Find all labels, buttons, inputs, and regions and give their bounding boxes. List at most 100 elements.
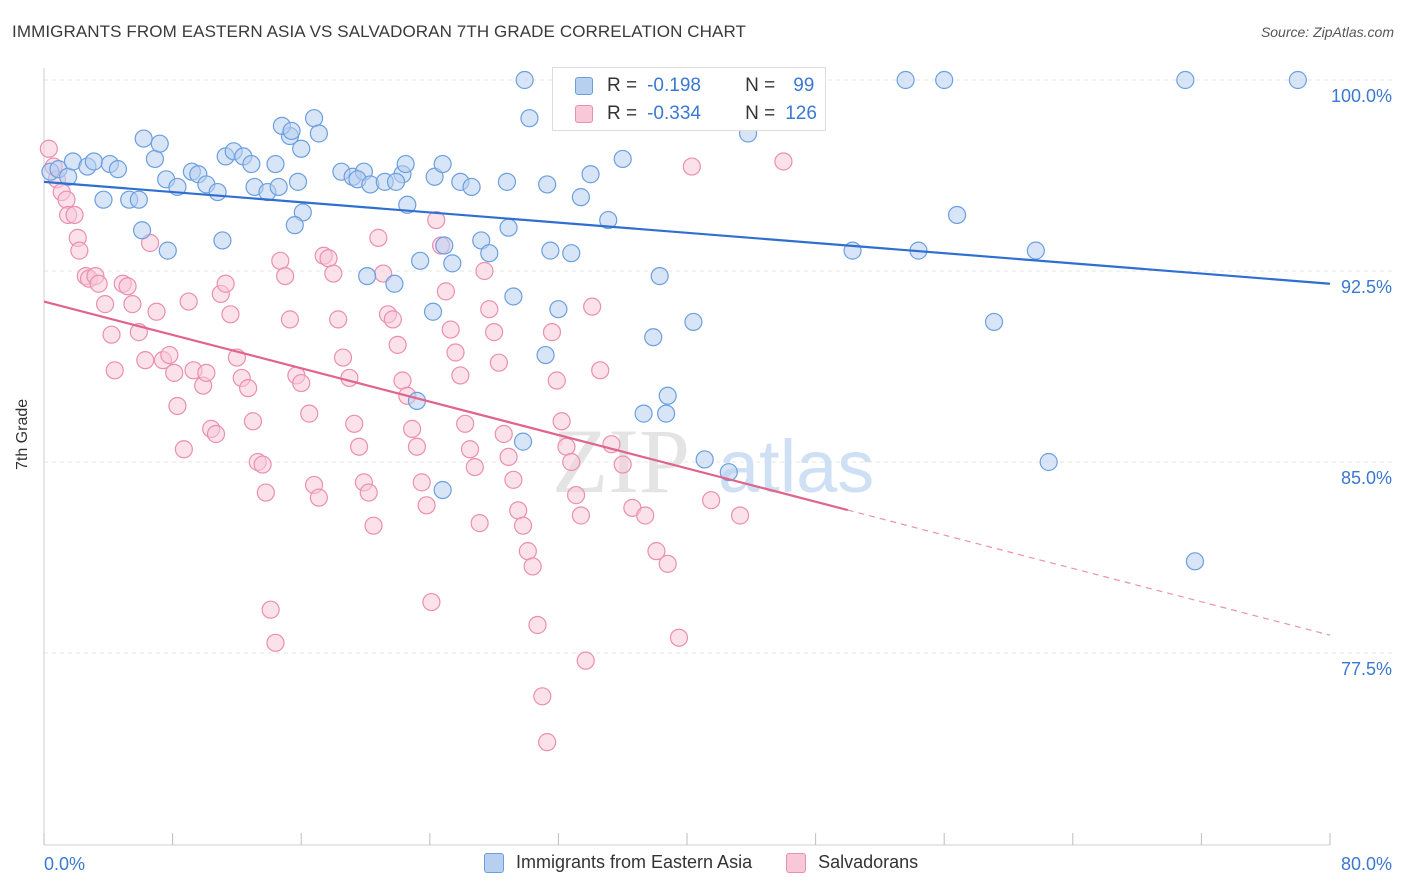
salvadoran-trend — [43, 300, 849, 512]
eastern-asia-point — [358, 266, 377, 286]
eastern-asia-point — [396, 154, 415, 174]
salvadoran-point — [39, 139, 58, 158]
salvadoran-point — [562, 452, 581, 472]
correlation-legend: R = -0.198 N = 99 R = -0.334 N = 126 — [552, 67, 826, 131]
salvadoran-point — [499, 447, 518, 467]
salvadoran-point — [95, 295, 115, 314]
salvadoran-point — [160, 345, 179, 365]
eastern-asia-point — [309, 124, 328, 143]
eastern-asia-point — [288, 172, 308, 191]
eastern-asia-point — [398, 195, 417, 214]
salvadoran-point — [583, 297, 602, 316]
eastern-asia-point — [435, 236, 454, 255]
y-tick-label: 85.0% — [1341, 468, 1392, 488]
salvadoran-point — [65, 205, 84, 225]
salvadoran-point — [591, 361, 610, 380]
eastern-asia-point — [304, 109, 324, 128]
salvadoran-point — [179, 292, 198, 311]
salvadoran-point — [403, 419, 422, 438]
salvadoran-point — [70, 241, 89, 260]
eastern-asia-point — [684, 312, 703, 332]
legend-n-pink: 126 — [785, 103, 817, 124]
pink-points — [39, 70, 793, 752]
eastern-asia-point — [158, 241, 177, 260]
salvadoran-point — [89, 274, 108, 293]
salvadoran-point — [730, 506, 750, 525]
source-label: Source: ZipAtlas.com — [1260, 24, 1394, 40]
salvadoran-point — [123, 295, 142, 314]
legend-r-label: R = — [607, 75, 638, 96]
eastern-asia-point — [1176, 70, 1195, 90]
salvadoran-point — [329, 310, 348, 329]
salvadoran-point — [613, 455, 632, 474]
salvadoran-point — [658, 554, 677, 573]
eastern-asia-point — [513, 432, 533, 451]
salvadoran-point — [102, 325, 121, 344]
legend-swatch-pink — [786, 852, 807, 873]
y-tick-label: 77.5% — [1341, 659, 1392, 679]
salvadoran-point — [480, 300, 499, 319]
salvadoran-point — [239, 379, 258, 398]
eastern-asia-point — [423, 302, 443, 321]
eastern-asia-point — [549, 300, 568, 319]
salvadoran-point — [552, 412, 571, 431]
salvadoran-trend-extension — [847, 509, 1331, 636]
eastern-asia-point — [562, 244, 581, 263]
salvadoran-point — [547, 371, 566, 390]
salvadoran-point — [489, 353, 509, 372]
salvadoran-point — [345, 414, 364, 433]
eastern-asia-point — [150, 134, 169, 153]
salvadoran-point — [407, 437, 427, 456]
salvadoran-point — [571, 506, 591, 525]
eastern-asia-point — [129, 190, 148, 209]
salvadoran-point — [504, 470, 523, 489]
salvadoran-point — [340, 368, 359, 388]
salvadoran-point — [774, 152, 793, 171]
salvadoran-point — [276, 266, 295, 286]
legend-item-eastern-asia[interactable]: Immigrants from Eastern Asia — [484, 852, 752, 873]
eastern-asia-point — [499, 218, 518, 237]
eastern-asia-point — [411, 251, 430, 270]
salvadoran-point — [465, 457, 484, 477]
eastern-asia-point — [292, 139, 311, 158]
eastern-asia-point — [599, 210, 618, 230]
salvadoran-point — [364, 516, 383, 535]
eastern-asia-point — [719, 463, 738, 482]
eastern-asia-point — [108, 160, 128, 179]
trend-lines — [43, 180, 1331, 636]
legend-row-pink: R = -0.334 N = 126 — [575, 101, 817, 127]
salvadoran-point — [647, 542, 666, 561]
salvadoran-point — [174, 440, 193, 459]
salvadoran-point — [349, 437, 369, 456]
salvadoran-point — [523, 557, 542, 576]
salvadoran-point — [566, 486, 586, 505]
salvadoran-point — [682, 157, 701, 176]
eastern-asia-point — [386, 172, 406, 191]
eastern-asia-point — [571, 188, 591, 207]
salvadoran-point — [383, 310, 402, 329]
salvadoran-point — [446, 343, 465, 362]
eastern-asia-point — [433, 154, 452, 174]
salvadoran-point — [417, 496, 436, 515]
eastern-asia-point — [269, 177, 288, 197]
eastern-asia-point — [433, 480, 452, 500]
legend-swatch-pink — [575, 105, 593, 123]
eastern-asia-point — [536, 345, 555, 365]
salvadoran-point — [118, 277, 137, 296]
eastern-asia-point — [1039, 452, 1058, 472]
x-tick-label-left: 0.0% — [44, 854, 85, 874]
eastern-asia-point — [213, 231, 232, 250]
salvadoran-point — [538, 733, 557, 752]
eastern-asia-point — [541, 241, 560, 260]
eastern-asia-point — [520, 109, 539, 128]
eastern-asia-point — [480, 244, 499, 263]
eastern-asia-point — [497, 172, 517, 191]
legend-r-pink: -0.334 — [647, 103, 701, 124]
eastern-asia-point — [650, 266, 669, 286]
legend-item-salvadorans[interactable]: Salvadorans — [786, 852, 918, 873]
salvadoran-point — [557, 437, 576, 456]
salvadoran-point — [702, 491, 721, 510]
eastern-asia-point — [538, 175, 557, 194]
salvadoran-point — [280, 310, 300, 329]
